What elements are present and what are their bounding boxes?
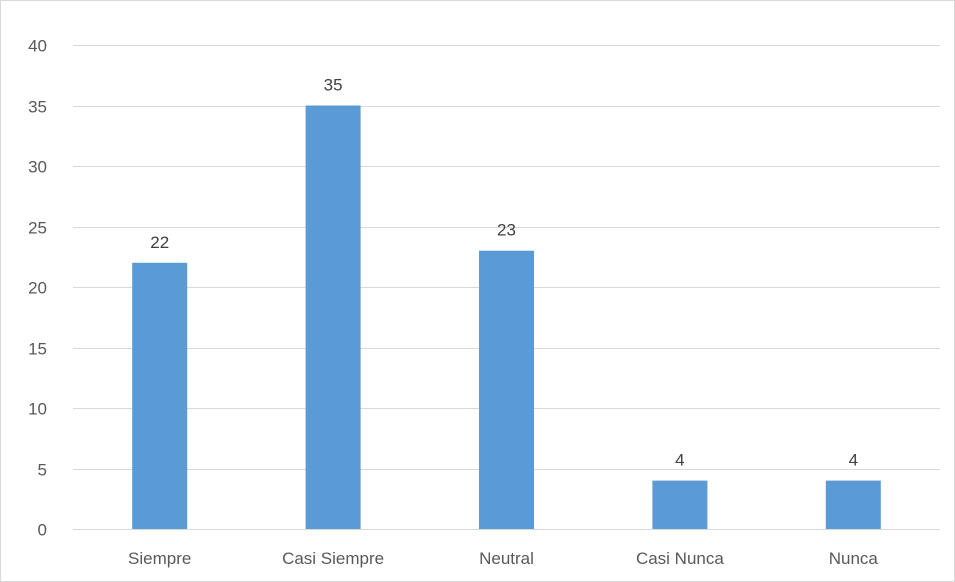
y-tick-label: 10 xyxy=(28,400,47,419)
bar-casi-nunca xyxy=(652,480,708,529)
y-tick-label: 30 xyxy=(28,158,47,177)
y-axis-ticks: 0 5 10 15 20 25 30 35 40 xyxy=(28,37,47,540)
y-tick-label: 25 xyxy=(28,219,47,238)
y-tick-label: 20 xyxy=(28,279,47,298)
x-tick-label: Casi Siempre xyxy=(282,549,384,568)
y-tick-label: 0 xyxy=(38,521,47,540)
x-tick-label: Nunca xyxy=(829,549,879,568)
x-tick-label: Casi Nunca xyxy=(636,549,724,568)
data-label: 35 xyxy=(324,76,343,95)
bars xyxy=(132,105,881,529)
y-tick-label: 5 xyxy=(38,461,47,480)
bar-casi-siempre xyxy=(305,105,361,529)
y-tick-label: 40 xyxy=(28,37,47,56)
data-label: 4 xyxy=(675,451,684,470)
y-tick-label: 15 xyxy=(28,340,47,359)
bar-siempre xyxy=(132,262,188,529)
x-tick-label: Siempre xyxy=(128,549,191,568)
data-label: 23 xyxy=(497,221,516,240)
x-tick-label: Neutral xyxy=(479,549,534,568)
data-labels: 22 35 23 4 4 xyxy=(150,76,858,470)
x-axis-ticks: Siempre Casi Siempre Neutral Casi Nunca Nunc… xyxy=(128,549,878,568)
bar-nunca xyxy=(825,480,881,529)
bar-neutral xyxy=(479,250,534,529)
y-tick-label: 35 xyxy=(28,98,47,117)
data-label: 4 xyxy=(849,451,858,470)
data-label: 22 xyxy=(150,233,169,252)
